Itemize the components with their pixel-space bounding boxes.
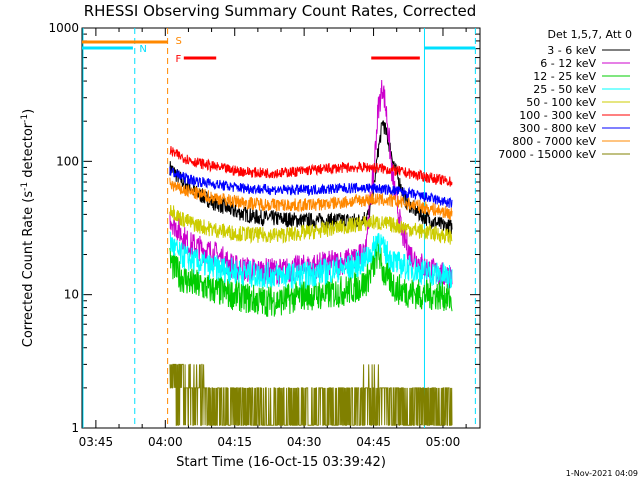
y-axis-label-main: Corrected Count Rate (s <box>21 191 36 348</box>
legend-label-4: 25 - 50 keV <box>533 83 596 96</box>
legend-label-8: 800 - 7000 keV <box>512 135 596 148</box>
series-line-4 <box>169 231 453 289</box>
y-axis-label-sup1: -1 <box>20 182 30 191</box>
legend-label-2: 6 - 12 keV <box>540 57 596 70</box>
series-line-8 <box>169 177 453 221</box>
x-tick-label: 05:00 <box>426 435 461 449</box>
x-tick-label: 04:30 <box>287 435 322 449</box>
x-tick-label: 04:45 <box>356 435 391 449</box>
x-tick-label: 04:00 <box>148 435 183 449</box>
legend-label-3: 12 - 25 keV <box>533 70 596 83</box>
y-axis-label-end: ) <box>21 109 36 114</box>
y-axis-label-sup2: -1 <box>20 114 30 123</box>
y-axis-label: Corrected Count Rate (s-1 detector-1) <box>20 109 36 347</box>
legend-label-1: 3 - 6 keV <box>547 44 596 57</box>
series-line-9 <box>169 363 453 426</box>
y-tick-label: 100 <box>56 154 79 168</box>
legend-label-7: 300 - 800 keV <box>519 122 596 135</box>
series-line-3 <box>169 237 453 317</box>
timestamp: 1-Nov-2021 04:09 <box>566 469 638 478</box>
legend-label-5: 50 - 100 keV <box>526 96 596 109</box>
chart-title: RHESSI Observing Summary Count Rates, Co… <box>84 2 477 20</box>
x-tick-label: 04:15 <box>217 435 252 449</box>
y-tick-label: 1 <box>71 421 79 435</box>
series-line-7 <box>169 166 453 208</box>
y-tick-label: 1000 <box>48 21 79 35</box>
night-flag-label: N <box>139 44 146 55</box>
axis-ticks-layer: 03:45 04:00 04:15 04:30 04:45 05:00 1 10 100 1000 <box>48 21 480 449</box>
flare-flag-label: F <box>175 54 181 65</box>
flag-layer: S N F <box>82 28 476 428</box>
x-tick-label: 03:45 <box>79 435 114 449</box>
y-axis-label-mid: detector <box>21 122 36 182</box>
y-tick-label: 10 <box>64 288 79 302</box>
saa-flag-label: S <box>175 36 181 47</box>
series-layer <box>169 79 453 426</box>
series-line-5 <box>169 204 453 245</box>
legend-header: Det 1,5,7, Att 0 <box>548 28 632 41</box>
series-line-6 <box>169 146 453 187</box>
legend-label-6: 100 - 300 keV <box>519 109 596 122</box>
x-axis-label: Start Time (16-Oct-15 03:39:42) <box>176 455 386 470</box>
legend-label-9: 7000 - 15000 keV <box>498 148 596 161</box>
